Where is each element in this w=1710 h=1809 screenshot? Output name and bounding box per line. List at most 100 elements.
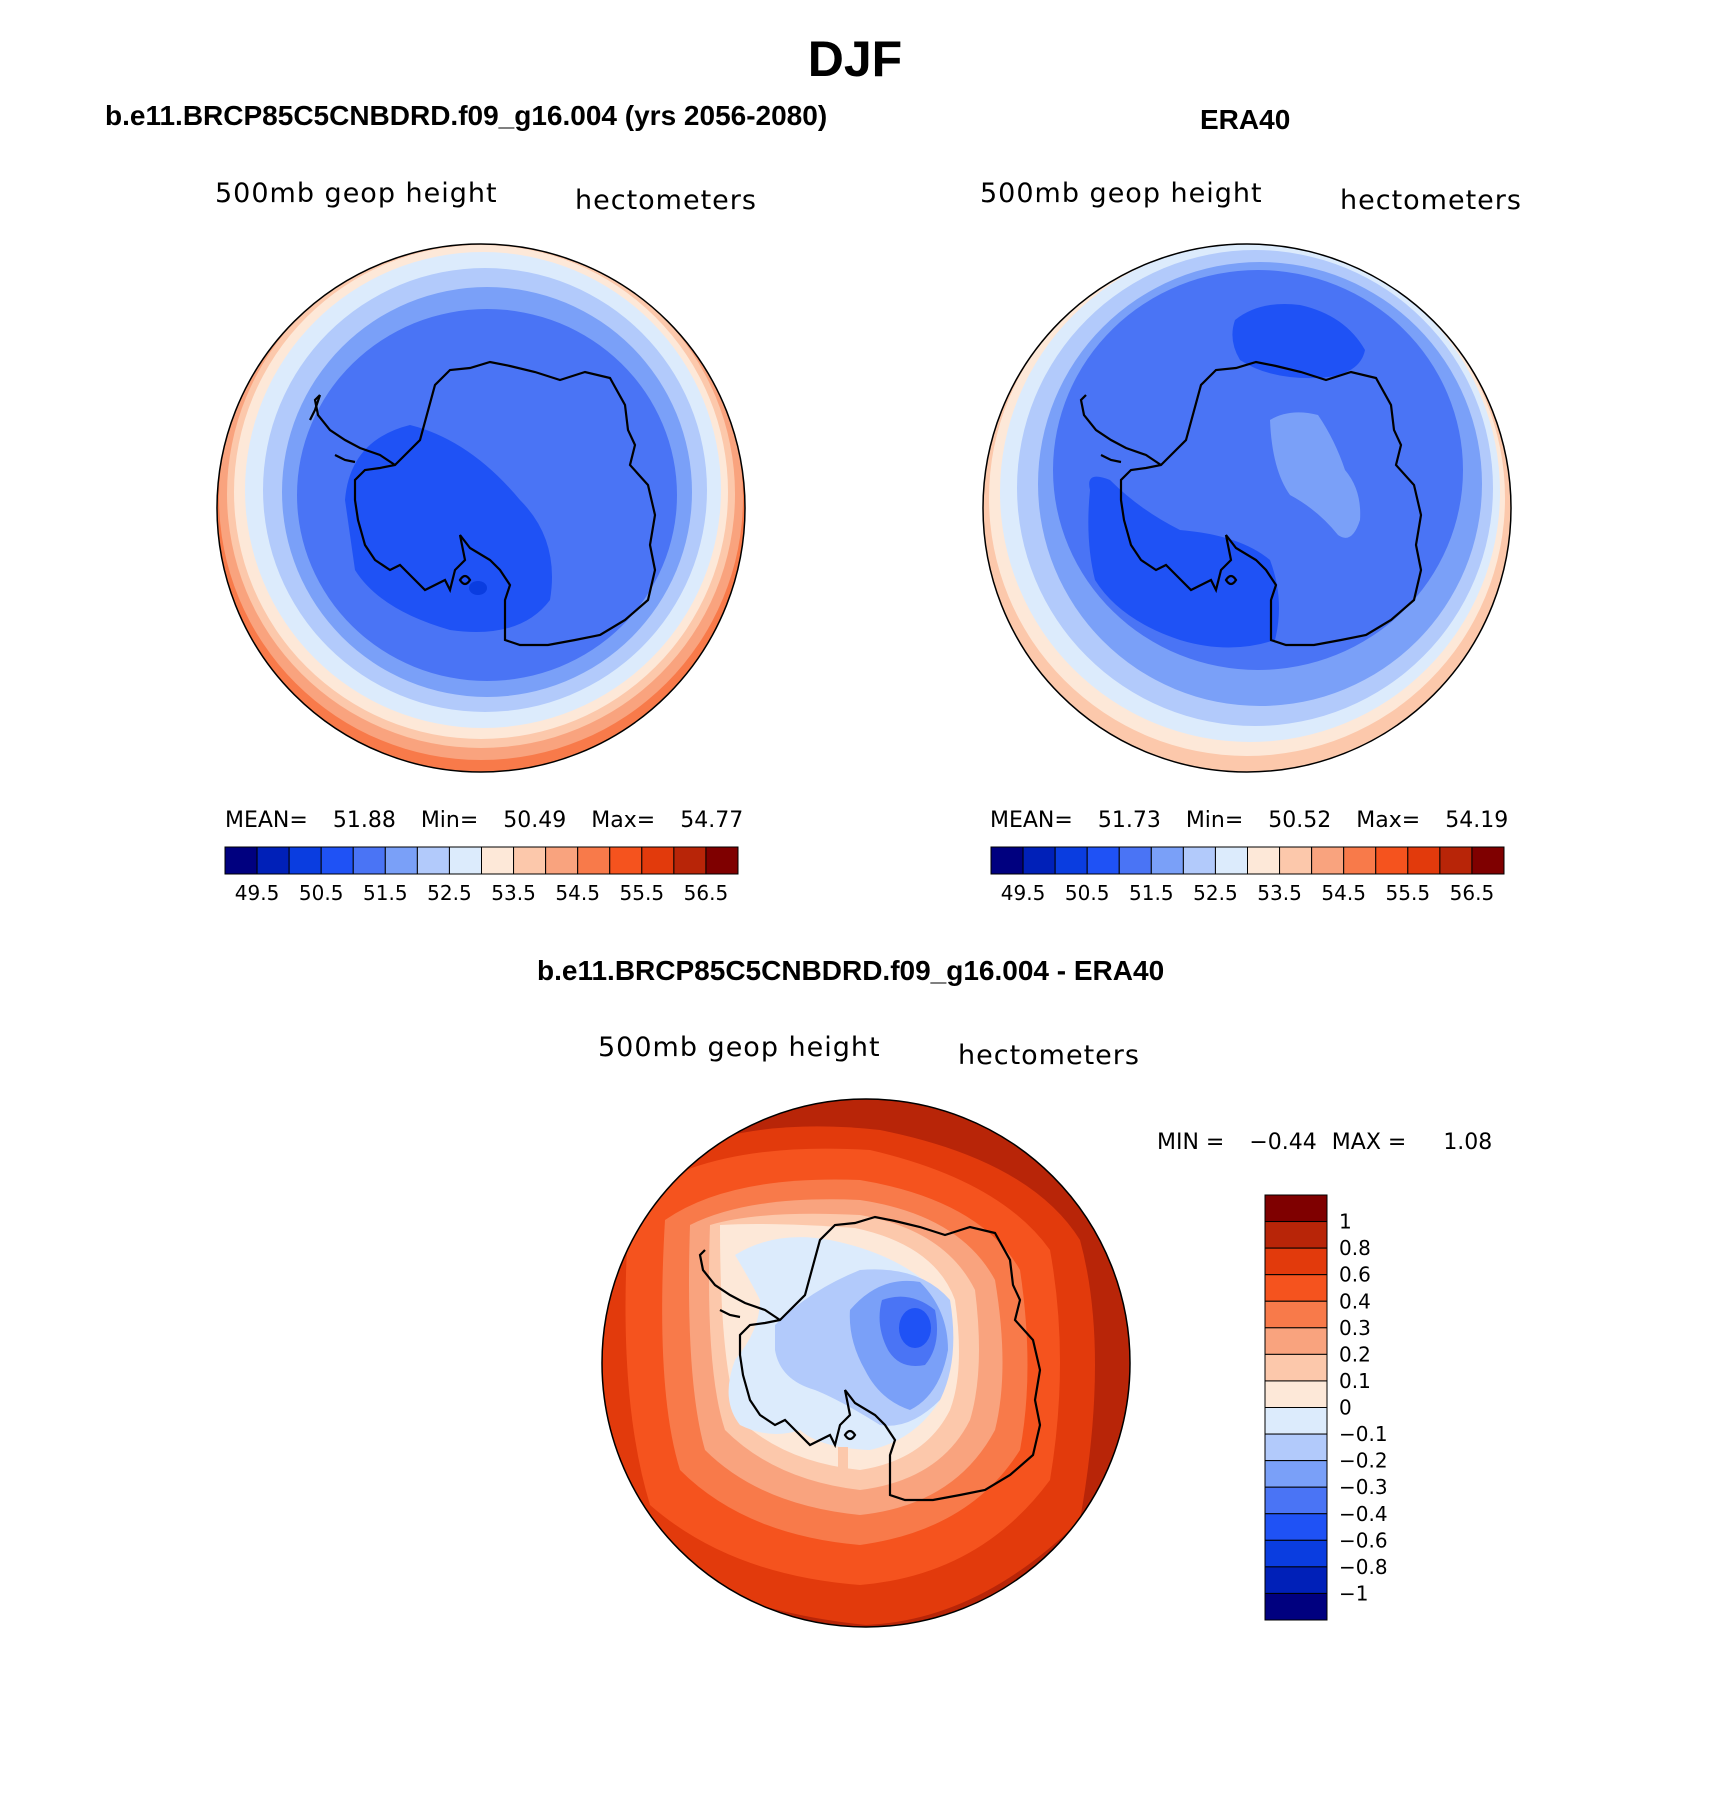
panel-3-colorbar-box <box>1264 1274 1328 1302</box>
panel-2-colorbar-box <box>1086 846 1120 875</box>
panel-1-map-boundary <box>216 243 746 773</box>
panel-2-colorbar-box <box>1182 846 1216 875</box>
panel-3-min-label: MIN = <box>1157 1130 1225 1155</box>
panel-1-stats: MEAN= 51.88 Min= 50.49 Max= 54.77 <box>225 808 743 833</box>
panel-1-colorbar-box <box>513 846 547 875</box>
panel-3-colorbar-tick-label: −0.6 <box>1339 1528 1388 1552</box>
panel-2-mean-label: MEAN= <box>990 808 1073 833</box>
panel-3-colorbar-tick-label: −0.3 <box>1339 1475 1388 1499</box>
panel-3-colorbar-box <box>1264 1539 1328 1568</box>
panel-1-coastline <box>309 360 657 647</box>
panel-3-units-label: hectometers <box>958 1040 1140 1071</box>
panel-3-colorbar-tick-label: 0.8 <box>1339 1236 1371 1260</box>
panel-1-colorbar-tick-label: 56.5 <box>684 881 729 905</box>
panel-2-colorbar-box <box>1407 846 1441 875</box>
panel-3-colorbar-tick-label: 0 <box>1339 1396 1352 1420</box>
panel-1-colorbar-box <box>577 846 611 875</box>
panel-2-variable-label: 500mb geop height <box>980 178 1263 209</box>
panel-3-colorbar-tick-label: 0.2 <box>1339 1342 1371 1366</box>
panel-2-min: 50.52 <box>1268 808 1332 833</box>
panel-1-colorbar-box <box>641 846 675 875</box>
panel-3-colorbar-box <box>1264 1486 1328 1515</box>
panel-2-colorbar-box <box>990 846 1024 875</box>
panel-1-colorbar-box <box>320 846 354 875</box>
panel-3-map-boundary <box>601 1098 1131 1628</box>
panel-2-units-label: hectometers <box>1340 185 1522 216</box>
panel-2-max: 54.19 <box>1445 808 1509 833</box>
panel-1-units-label: hectometers <box>575 185 757 216</box>
panel-2-colorbar-box <box>1150 846 1184 875</box>
panel-2-colorbar-box <box>1439 846 1473 875</box>
panel-3-colorbar-tick-label: 0.3 <box>1339 1316 1371 1340</box>
panel-3-colorbar-tick-label: 0.1 <box>1339 1369 1371 1393</box>
panel-1-max-label: Max= <box>591 808 656 833</box>
panel-3-colorbar-box <box>1264 1221 1328 1249</box>
panel-3-stats: MIN = −0.44 MAX = 1.08 <box>1157 1130 1492 1155</box>
panel-1-title: b.e11.BRCP85C5CNBDRD.f09_g16.004 (yrs 20… <box>105 100 828 131</box>
panel-3-colorbar-tick-label: −0.2 <box>1339 1449 1388 1473</box>
panel-2-colorbar-box <box>1247 846 1281 875</box>
panel-3-colorbar-box <box>1264 1433 1328 1462</box>
panel-1-max: 54.77 <box>680 808 744 833</box>
panel-3-colorbar-tick-label: 0.6 <box>1339 1263 1371 1287</box>
panel-1-colorbar-box <box>673 846 707 875</box>
panel-2-colorbar: 49.5 50.5 51.5 52.5 53.5 54.5 55.5 56.5 <box>990 846 1505 905</box>
panel-3-colorbar-tick-label: −1 <box>1339 1581 1368 1605</box>
panel-1-colorbar-tick-label: 49.5 <box>235 881 280 905</box>
panel-3-variable-label: 500mb geop height <box>598 1032 881 1063</box>
panel-1-colorbar-box <box>416 846 450 875</box>
panel-1-minimum-core <box>469 581 487 595</box>
panel-1-min: 50.49 <box>503 808 567 833</box>
panel-2-coastline <box>1079 360 1423 647</box>
panel-1-colorbar-box <box>288 846 322 875</box>
panel-2-colorbar-tick-label: 51.5 <box>1129 881 1174 905</box>
panel-1-variable-label: 500mb geop height <box>215 178 498 209</box>
panel-3-colorbar-box <box>1264 1380 1328 1408</box>
panel-3-max-label: MAX = <box>1331 1130 1407 1155</box>
panel-3-contour-band <box>838 1447 848 1471</box>
panel-2-colorbar-tick-label: 49.5 <box>1001 881 1046 905</box>
panel-2-min-label: Min= <box>1185 808 1244 833</box>
panel-2-colorbar-box <box>1214 846 1248 875</box>
panel-1-colorbar-box <box>705 846 739 875</box>
panel-3-colorbar-box <box>1264 1327 1328 1355</box>
panel-3-colorbar-tick-label: −0.1 <box>1339 1422 1388 1446</box>
panel-3-colorbar: 10.8 0.60.4 0.30.2 0.1 0−0.1 −0.2−0.3 −0.4−0.6… <box>1264 1194 1388 1621</box>
panel-1-colorbar-tick-label: 53.5 <box>491 881 536 905</box>
panel-1-colorbar-box <box>609 846 643 875</box>
panel-3-colorbar-tick-label: 0.4 <box>1339 1289 1371 1313</box>
panel-1-colorbar-box <box>256 846 290 875</box>
panel-1-colorbar-box <box>481 846 515 875</box>
panel-2-colorbar-tick-label: 53.5 <box>1257 881 1302 905</box>
panel-2-title: ERA40 <box>1200 104 1291 135</box>
panel-3-colorbar-tick-label: 1 <box>1339 1210 1352 1234</box>
panel-2-contour-band <box>1270 412 1361 538</box>
panel-2-map-boundary <box>982 243 1512 773</box>
panel-3-colorbar-box <box>1264 1300 1328 1329</box>
panel-2-colorbar-box <box>1375 846 1409 875</box>
panel-2-colorbar-box <box>1118 846 1152 875</box>
figure-title: DJF <box>807 31 903 87</box>
panel-1-colorbar-tick-label: 51.5 <box>363 881 408 905</box>
panel-1-colorbar-tick-label: 55.5 <box>620 881 665 905</box>
panel-3-map <box>602 1099 1130 1627</box>
panel-2-colorbar-tick-label: 55.5 <box>1386 881 1431 905</box>
panel-2-colorbar-box <box>1471 846 1505 875</box>
panel-3-colorbar-box <box>1264 1460 1328 1488</box>
panel-1-colorbar-box <box>224 846 258 875</box>
panel-2-colorbar-tick-label: 56.5 <box>1450 881 1495 905</box>
panel-3-colorbar-box <box>1264 1353 1328 1382</box>
panel-2-contour-band <box>1088 476 1279 648</box>
panel-3-colorbar-box <box>1264 1592 1328 1621</box>
panel-2-colorbar-tick-label: 52.5 <box>1193 881 1238 905</box>
panel-3-colorbar-tick-label: −0.8 <box>1339 1555 1388 1579</box>
panel-1-mean: 51.88 <box>332 808 396 833</box>
panel-1-map <box>217 244 745 772</box>
panel-2-max-label: Max= <box>1356 808 1421 833</box>
panel-3-colorbar-box <box>1264 1194 1328 1223</box>
panel-1-colorbar: 49.5 50.5 51.5 52.5 53.5 54.5 55.5 56.5 <box>224 846 739 905</box>
panel-2-mean: 51.73 <box>1097 808 1161 833</box>
panel-3-colorbar-box <box>1264 1566 1328 1594</box>
panel-3-max: 1.08 <box>1443 1130 1493 1155</box>
